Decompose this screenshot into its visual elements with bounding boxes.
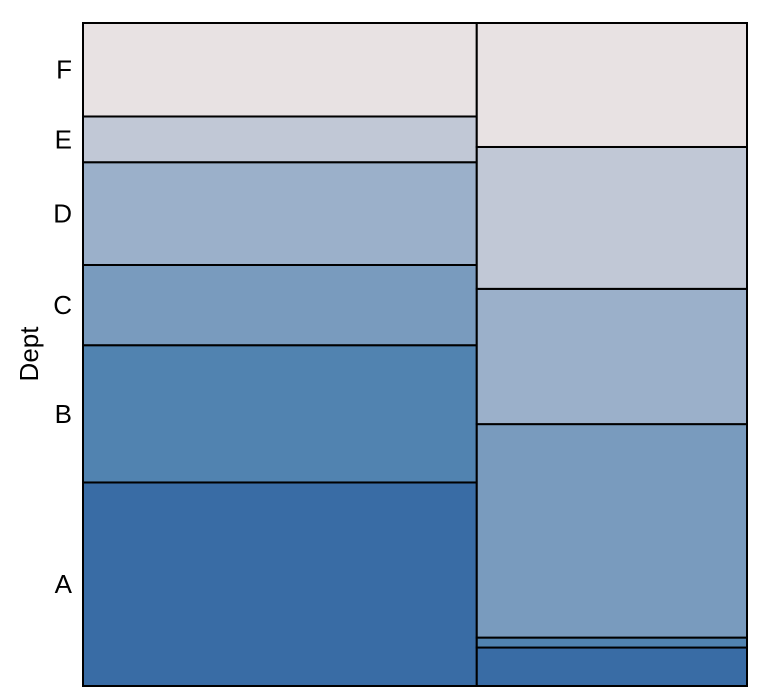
tile-col2-c bbox=[475, 423, 748, 639]
tile-col2-f bbox=[475, 22, 748, 148]
tile-col1-e bbox=[82, 115, 478, 164]
tile-col1-c bbox=[82, 263, 478, 347]
tile-col2-e bbox=[475, 145, 748, 290]
tile-col1-f bbox=[82, 22, 478, 118]
tile-col2-a bbox=[475, 646, 748, 688]
y-tick-label-c: C bbox=[53, 290, 72, 320]
y-tick-label-d: D bbox=[53, 199, 72, 229]
y-tick-labels: A B C D E F bbox=[53, 55, 72, 599]
tile-col2-b bbox=[475, 636, 748, 649]
tile-col1-d bbox=[82, 161, 478, 266]
mosaic-tiles bbox=[82, 22, 748, 688]
plot-frame bbox=[82, 22, 748, 687]
y-tick-label-b: B bbox=[55, 399, 72, 429]
tile-col1-a bbox=[82, 481, 478, 688]
y-tick-label-e: E bbox=[55, 124, 72, 154]
tile-col1-b bbox=[82, 344, 478, 484]
y-tick-label-f: F bbox=[56, 55, 72, 85]
tile-col2-d bbox=[475, 287, 748, 426]
y-axis-label: Dept bbox=[14, 326, 44, 382]
y-tick-label-a: A bbox=[55, 569, 73, 599]
